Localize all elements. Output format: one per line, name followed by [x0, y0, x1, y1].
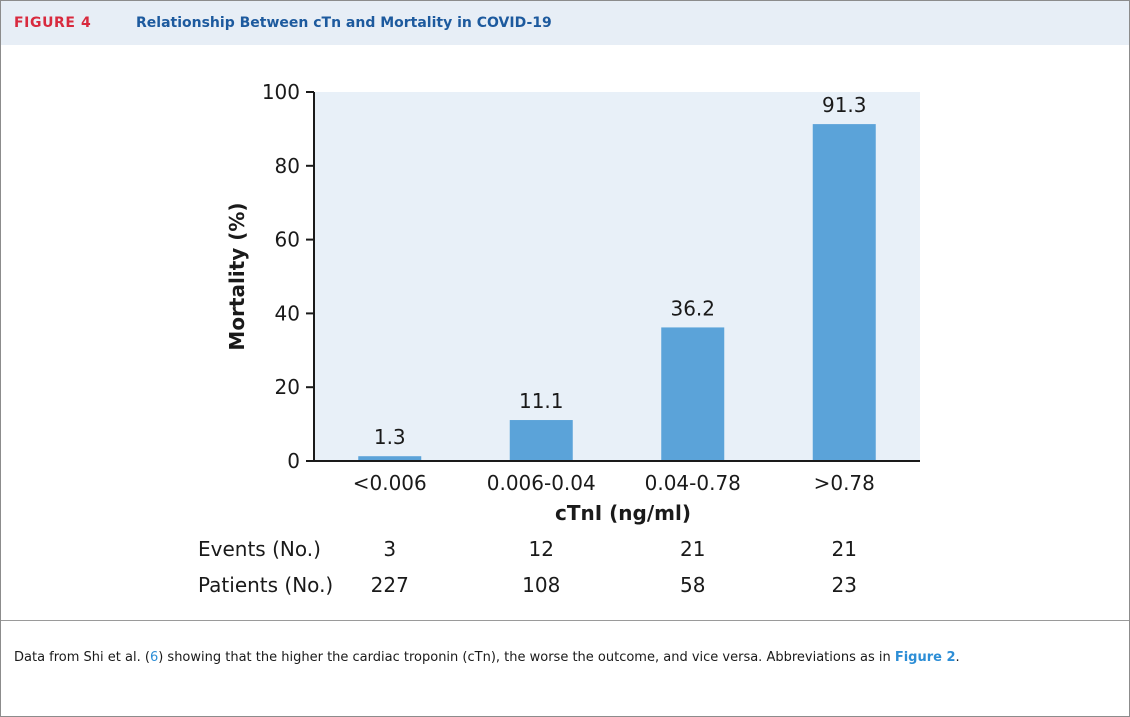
figure-header: FIGURE 4 Relationship Between cTn and Mo… — [1, 1, 1129, 45]
bar-value-label: 11.1 — [519, 389, 564, 413]
y-tick-label: 40 — [275, 301, 300, 325]
y-tick-label: 0 — [287, 449, 300, 473]
y-axis-title: Mortality (%) — [225, 202, 249, 350]
bar-value-label: 36.2 — [670, 296, 715, 320]
y-tick-label: 100 — [262, 80, 300, 104]
bar — [358, 456, 422, 461]
caption-text-start: Data from Shi et al. ( — [14, 650, 150, 665]
bar — [812, 124, 876, 461]
figure-title: Relationship Between cTn and Mortality i… — [136, 15, 552, 31]
table-row-label: Events (No.) — [198, 537, 321, 561]
bar-value-label: 1.3 — [374, 425, 406, 449]
table-cell: 108 — [522, 573, 560, 597]
mortality-bar-chart: 1.3 <0.006 11.1 0.006-0.04 36.2 0.04-0.78 91.3… — [198, 80, 920, 597]
table-row-label: Patients (No.) — [198, 573, 333, 597]
x-tick-label: <0.006 — [353, 471, 427, 495]
table-cell: 12 — [529, 537, 554, 561]
y-tick-label: 20 — [275, 375, 300, 399]
table-cell: 23 — [832, 573, 857, 597]
bar — [661, 327, 725, 461]
table-cell: 21 — [680, 537, 705, 561]
reference-link[interactable]: 6 — [149, 650, 159, 665]
x-tick-label: 0.006-0.04 — [487, 471, 596, 495]
table-cell: 58 — [680, 573, 705, 597]
y-tick-label: 80 — [275, 154, 300, 178]
figure-label: FIGURE 4 — [14, 15, 92, 31]
x-tick-label: 0.04-0.78 — [645, 471, 741, 495]
caption-text-middle: ) showing that the higher the cardiac tr… — [158, 650, 895, 665]
figure-caption: Data from Shi et al. (6) showing that th… — [14, 647, 1104, 669]
x-axis-title: cTnI (ng/ml) — [555, 501, 691, 525]
figure-2-link[interactable]: Figure 2 — [894, 650, 956, 665]
y-tick-label: 60 — [275, 228, 300, 252]
x-tick-label: >0.78 — [814, 471, 875, 495]
table-cell: 227 — [371, 573, 409, 597]
caption-divider — [1, 620, 1129, 621]
table-cell: 3 — [383, 537, 396, 561]
table-cell: 21 — [832, 537, 857, 561]
caption-text-end: . — [955, 650, 960, 665]
bar-value-label: 91.3 — [822, 93, 867, 117]
bar — [509, 420, 573, 461]
